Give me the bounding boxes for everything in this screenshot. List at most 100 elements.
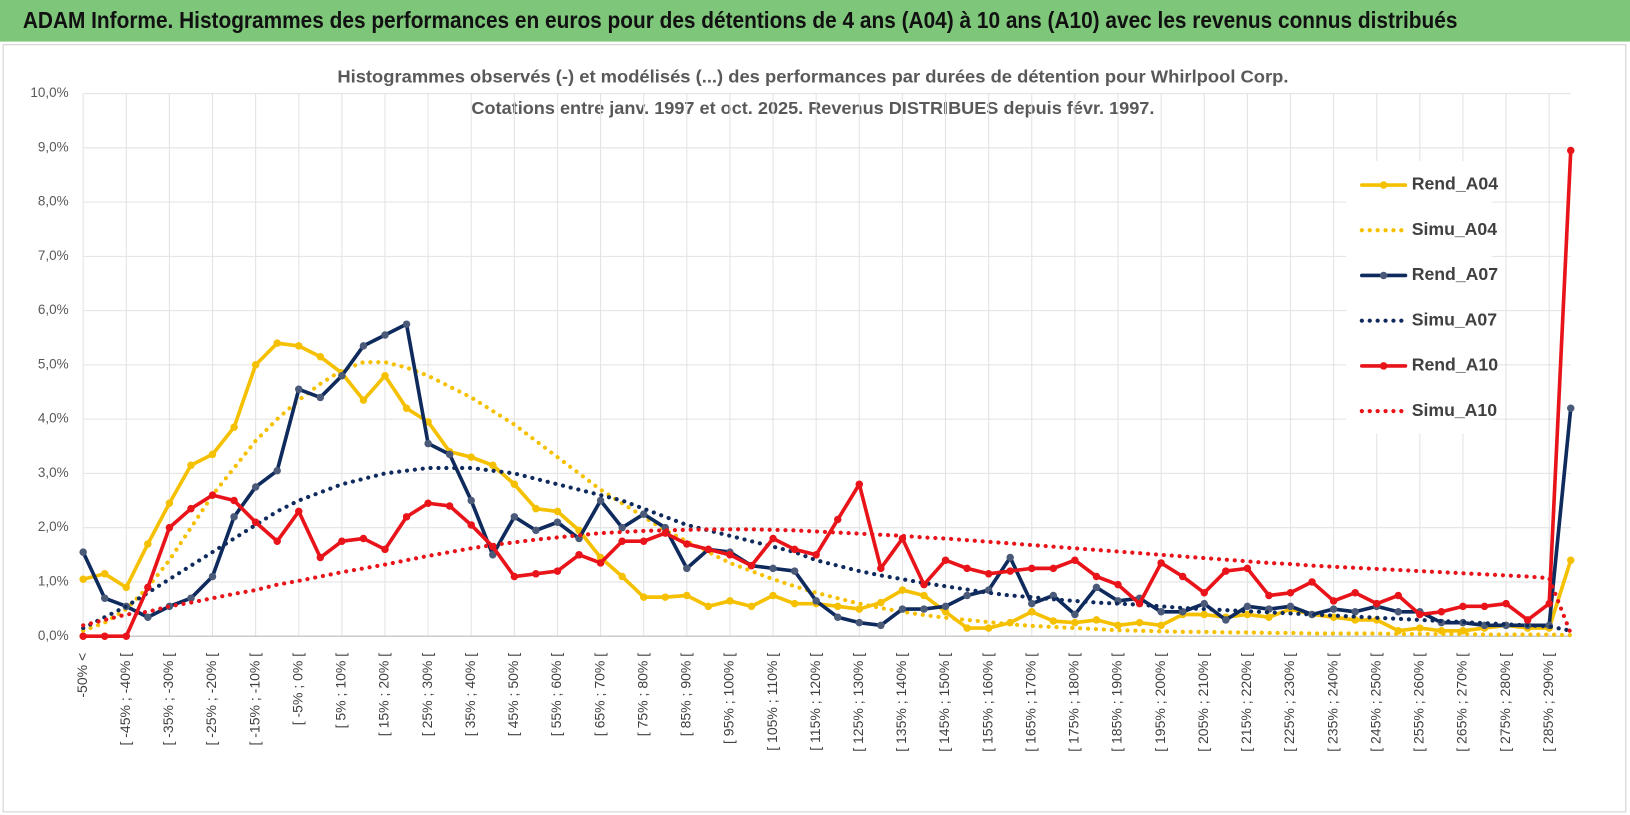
marker <box>1329 597 1338 605</box>
marker <box>1049 591 1058 600</box>
marker <box>381 545 389 554</box>
marker <box>596 559 605 567</box>
x-tick-label: [ 225% ; 230% [ <box>1281 653 1297 752</box>
legend-box <box>1346 161 1492 434</box>
marker <box>639 510 648 518</box>
marker <box>251 361 260 369</box>
y-tick-label: 9,0% <box>38 139 69 154</box>
marker <box>596 496 605 505</box>
x-tick-label: [ 155% ; 160% [ <box>979 653 995 752</box>
marker <box>187 461 195 470</box>
y-tick-label: 0,0% <box>38 628 69 643</box>
x-tick-label: [ 235% ; 240% [ <box>1324 653 1340 752</box>
y-tick-label: 5,0% <box>38 356 69 371</box>
legend-marker <box>1379 271 1388 280</box>
model-line <box>81 527 1573 636</box>
marker <box>79 632 87 640</box>
marker <box>510 480 519 489</box>
marker <box>251 518 260 526</box>
marker <box>1459 627 1467 635</box>
chart-title: Histogrammes observés (-) et modélisés (… <box>337 67 1288 87</box>
marker <box>208 450 217 459</box>
y-tick-label: 2,0% <box>38 519 69 534</box>
marker <box>532 570 540 578</box>
marker <box>553 567 562 575</box>
marker <box>747 602 756 611</box>
marker <box>1329 605 1338 613</box>
x-tick-label: [ 215% ; 220% [ <box>1238 653 1254 752</box>
marker <box>359 534 368 543</box>
marker <box>208 572 217 581</box>
x-tick-label: -50% < <box>74 653 90 698</box>
marker <box>489 461 497 470</box>
marker <box>467 496 475 505</box>
marker <box>639 537 648 545</box>
marker <box>1567 146 1575 155</box>
legend-label: Simu_A07 <box>1412 309 1498 329</box>
marker <box>941 608 950 616</box>
marker <box>898 605 907 613</box>
marker <box>920 591 928 600</box>
marker <box>877 621 885 630</box>
y-tick-label: 6,0% <box>38 302 69 317</box>
marker <box>855 618 864 627</box>
marker <box>812 551 820 559</box>
marker <box>1265 591 1273 600</box>
marker <box>1071 618 1079 627</box>
marker <box>683 564 691 573</box>
marker <box>769 564 777 573</box>
x-tick-label: [ 15% ; 20% [ <box>376 653 392 736</box>
marker <box>1114 580 1122 589</box>
x-tick-label: [ 245% ; 250% [ <box>1367 653 1383 752</box>
y-tick-label: 4,0% <box>38 411 69 426</box>
x-tick-label: [ 105% ; 110% [ <box>764 653 780 751</box>
x-tick-label: [ 255% ; 260% [ <box>1411 653 1427 752</box>
marker <box>855 480 864 489</box>
marker <box>618 523 626 532</box>
marker <box>1480 602 1489 611</box>
marker <box>1567 404 1575 413</box>
marker <box>251 483 260 491</box>
marker <box>381 331 389 339</box>
x-tick-label: [ 95% ; 100% [ <box>721 653 737 744</box>
marker <box>1394 608 1403 616</box>
marker <box>747 561 756 570</box>
marker <box>726 551 734 559</box>
marker <box>1243 602 1252 611</box>
x-tick-label: [ 195% ; 200% [ <box>1152 653 1168 752</box>
x-tick-label: [ 75% ; 80% [ <box>634 653 650 736</box>
marker <box>424 439 432 448</box>
y-tick-label: 8,0% <box>38 194 69 209</box>
marker <box>1545 599 1553 608</box>
header-bar <box>0 0 1630 42</box>
marker <box>230 496 238 505</box>
marker <box>575 551 583 559</box>
x-tick-label: [ 135% ; 140% [ <box>893 653 909 752</box>
marker <box>1222 616 1230 624</box>
x-tick-label: [ 145% ; 150% [ <box>936 653 952 752</box>
y-tick-label: 7,0% <box>38 248 69 263</box>
marker <box>402 320 411 328</box>
marker <box>661 593 670 601</box>
marker <box>1178 572 1187 581</box>
x-tick-label: [ -35% ; -30% [ <box>160 653 176 746</box>
marker <box>1200 599 1208 608</box>
marker <box>1157 608 1165 616</box>
marker <box>1523 616 1532 624</box>
marker <box>833 613 842 621</box>
legend-label: Rend_A10 <box>1412 355 1499 375</box>
marker <box>704 545 713 554</box>
marker <box>790 545 799 554</box>
marker <box>532 504 540 513</box>
x-tick-label: [ 35% ; 40% [ <box>462 653 478 736</box>
x-tick-label: [ 175% ; 180% [ <box>1066 653 1082 752</box>
marker <box>963 591 971 600</box>
observed-line <box>81 322 1573 628</box>
marker <box>79 575 87 583</box>
marker <box>1178 608 1187 616</box>
marker <box>833 515 842 524</box>
marker <box>1157 559 1165 567</box>
marker <box>1092 583 1101 592</box>
marker <box>338 537 346 545</box>
x-tick-label: [ 125% ; 130% [ <box>850 653 866 752</box>
